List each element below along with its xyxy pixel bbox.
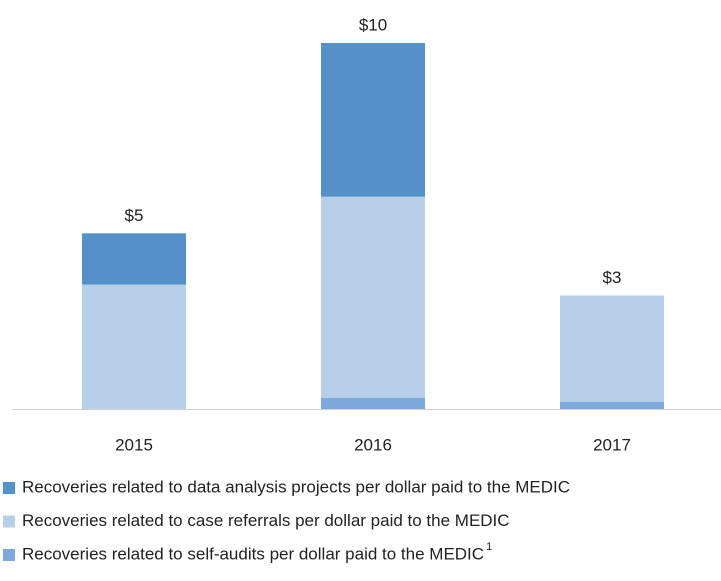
legend-swatch — [3, 549, 15, 561]
footnote-marker: 1 — [486, 541, 492, 553]
total-label: $10 — [359, 15, 387, 34]
legend-swatch — [3, 482, 15, 494]
bar-segment — [560, 401, 664, 409]
legend-label: Recoveries related to case referrals per… — [22, 511, 510, 530]
bar-segment — [321, 196, 425, 399]
bar-segment — [321, 43, 425, 197]
total-label: $5 — [125, 206, 144, 225]
x-tick-label: 2015 — [115, 435, 153, 454]
bar-segment — [82, 233, 186, 285]
legend-label: Recoveries related to data analysis proj… — [22, 477, 570, 496]
total-label: $3 — [603, 268, 622, 287]
bar-segment — [560, 295, 664, 402]
x-tick-label: 2017 — [593, 435, 631, 454]
legend-label: Recoveries related to self-audits per do… — [22, 544, 484, 563]
x-tick-label: 2016 — [354, 435, 392, 454]
bar-segment — [321, 398, 425, 409]
legend-swatch — [3, 515, 15, 528]
bar-segment — [82, 284, 186, 409]
